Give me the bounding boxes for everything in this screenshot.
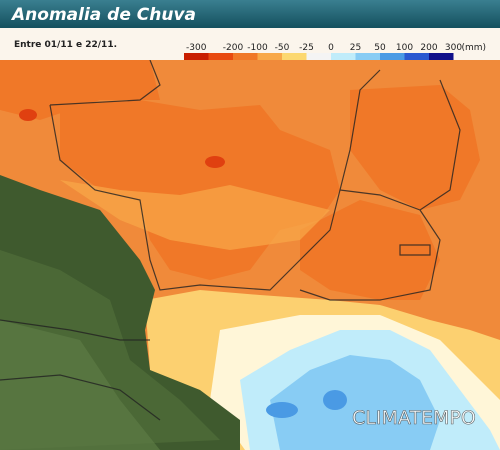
legend-label: -50 <box>275 43 290 53</box>
legend-label: 0 <box>328 43 334 53</box>
legend-swatch <box>355 53 380 60</box>
legend-swatch <box>282 53 307 60</box>
legend-swatch <box>429 53 454 60</box>
legend-swatch <box>208 53 233 60</box>
map <box>0 59 500 450</box>
legend-label: 300 <box>445 43 462 53</box>
subtitle: Entre 01/11 e 22/11. <box>14 40 117 50</box>
legend-label: 25 <box>350 43 361 53</box>
legend-label: -25 <box>299 43 314 53</box>
legend-label: 100 <box>396 43 413 53</box>
legend-swatch <box>257 53 282 60</box>
header-bar <box>0 0 500 28</box>
legend: -300 -200 -100 -50 -25 0 25 50 100 200 300 (mm) <box>184 43 486 60</box>
legend-swatch <box>233 53 258 60</box>
title: Anomalia de Chuva <box>10 5 196 25</box>
legend-label: 50 <box>374 43 386 53</box>
legend-swatch <box>184 53 209 60</box>
legend-swatch <box>306 53 331 60</box>
legend-swatch <box>380 53 405 60</box>
legend-label: -200 <box>223 43 244 53</box>
watermark: CLIMATEMPO <box>352 407 476 429</box>
legend-label: -300 <box>186 43 207 53</box>
legend-unit: (mm) <box>462 43 487 53</box>
legend-swatch <box>331 53 356 60</box>
legend-label: 200 <box>420 43 437 53</box>
legend-label: -100 <box>247 43 268 53</box>
legend-swatch <box>404 53 429 60</box>
